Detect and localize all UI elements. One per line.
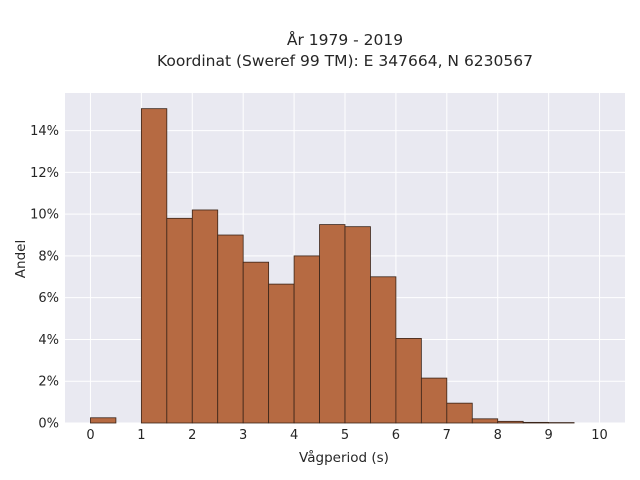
histogram-bar [166,217,193,424]
histogram-bar [293,255,320,424]
x-tick-label: 10 [591,428,608,443]
y-tick-label: 2% [38,375,59,390]
histogram-bar [395,338,422,424]
x-tick-label: 9 [544,428,552,443]
y-tick-label: 8% [38,249,59,264]
y-axis-label: Andel [13,240,29,278]
y-tick-label: 12% [30,166,59,181]
histogram-bar [497,420,524,424]
y-axis-ticks: 0% 2% 4% 6% 8% 10% 12% 14% [30,124,59,431]
histogram-bar [344,226,371,424]
histogram-bar [522,421,550,424]
histogram-bar [217,234,244,424]
histogram-bar [242,261,270,424]
histogram-bar [420,377,448,424]
histogram-bar [471,418,499,424]
x-tick-label: 3 [239,428,247,443]
y-tick-label: 14% [30,124,59,139]
bars-group [90,108,575,424]
x-tick-label: 7 [443,428,451,443]
y-tick-label: 0% [38,417,59,432]
chart-title-line-2: Koordinat (Sweref 99 TM): E 347664, N 62… [157,52,533,70]
x-axis-label: Vågperiod (s) [299,449,389,466]
y-tick-label: 10% [30,208,59,223]
histogram-bar [319,224,346,424]
y-tick-label: 4% [38,333,59,348]
histogram-bar [90,417,117,424]
y-tick-label: 6% [38,291,59,306]
x-tick-label: 6 [392,428,400,443]
x-axis-ticks: 0 1 2 3 4 5 6 7 8 9 10 [86,428,608,443]
x-tick-label: 1 [137,428,145,443]
histogram-bar [191,209,219,424]
x-tick-label: 0 [86,428,94,443]
histogram-bar [370,276,397,424]
x-tick-label: 2 [188,428,196,443]
x-tick-label: 8 [494,428,502,443]
x-tick-label: 5 [341,428,349,443]
histogram-bar [268,283,295,424]
x-tick-label: 4 [290,428,298,443]
histogram-bar [140,108,168,424]
chart-title-line-1: År 1979 - 2019 [287,30,403,49]
histogram-bar [446,402,473,424]
